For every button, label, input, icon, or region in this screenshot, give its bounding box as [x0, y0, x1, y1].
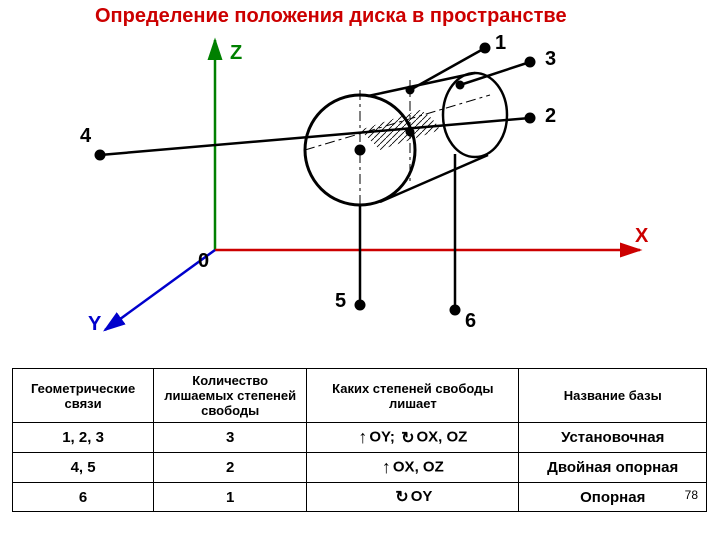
x-label: X	[635, 225, 648, 248]
label-5: 5	[335, 290, 346, 313]
th-dof: Количество лишаемых степеней свободы	[154, 369, 307, 423]
table-row: 1, 2, 3 3 ↑OY; ↻OX, OZ Установочная	[13, 423, 707, 453]
cell-base: Двойная опорная	[519, 453, 707, 483]
cyl-bot	[380, 155, 488, 202]
cell-links: 6	[13, 483, 154, 512]
dot-mid	[406, 128, 415, 137]
dot-4	[95, 150, 106, 161]
cylinder-back	[443, 73, 507, 157]
cell-dof: 3	[154, 423, 307, 453]
diagram-area: Z X Y 0 1 2 3 4 5 6	[80, 30, 660, 340]
line-4-2	[100, 118, 530, 155]
trans-label: OX	[393, 458, 415, 475]
label-4: 4	[80, 125, 91, 148]
rot-label: OZ	[447, 428, 468, 445]
cell-removes: ↑OY; ↻OX, OZ	[307, 423, 519, 453]
rot-label: OX	[416, 428, 438, 445]
line-1	[410, 48, 485, 90]
origin-label: 0	[198, 250, 209, 273]
label-6: 6	[465, 310, 476, 333]
dot-top2	[456, 81, 465, 90]
cell-dof: 1	[154, 483, 307, 512]
rot-arrow-icon: ↻	[395, 487, 408, 507]
cell-removes: ↻OY	[307, 483, 519, 512]
cell-removes: ↑OX, OZ	[307, 453, 519, 483]
dot-2	[525, 113, 536, 124]
page-number: 78	[685, 488, 698, 502]
diagram-title: Определение положения диска в пространст…	[95, 5, 567, 28]
cell-base: Установочная	[519, 423, 707, 453]
table-row: 6 1 ↻OY Опорная	[13, 483, 707, 512]
z-label: Z	[230, 42, 242, 65]
rot-arrow-icon: ↻	[401, 428, 414, 448]
th-links: Геометрические связи	[13, 369, 154, 423]
dof-table: Геометрические связи Количество лишаемых…	[12, 368, 707, 512]
trans-label: OZ	[423, 458, 444, 475]
cell-links: 4, 5	[13, 453, 154, 483]
th-removes: Каких степеней свободы лишает	[307, 369, 519, 423]
label-3: 3	[545, 48, 556, 71]
y-label: Y	[88, 313, 101, 336]
label-1: 1	[495, 32, 506, 55]
dot-top1	[406, 86, 415, 95]
dot-6	[450, 305, 461, 316]
label-2: 2	[545, 105, 556, 128]
rot-label: OY	[411, 488, 433, 505]
dot-1	[480, 43, 491, 54]
dot-3	[525, 57, 536, 68]
trans-label: OY	[369, 428, 390, 445]
diagram-svg	[80, 30, 660, 340]
trans-arrow-icon: ↑	[382, 457, 391, 478]
cell-dof: 2	[154, 453, 307, 483]
trans-arrow-icon: ↑	[358, 427, 367, 448]
cell-links: 1, 2, 3	[13, 423, 154, 453]
th-base: Название базы	[519, 369, 707, 423]
dot-5	[355, 300, 366, 311]
dot-center	[355, 145, 366, 156]
table-header-row: Геометрические связи Количество лишаемых…	[13, 369, 707, 423]
table-row: 4, 5 2 ↑OX, OZ Двойная опорная	[13, 453, 707, 483]
cell-base: Опорная	[519, 483, 707, 512]
